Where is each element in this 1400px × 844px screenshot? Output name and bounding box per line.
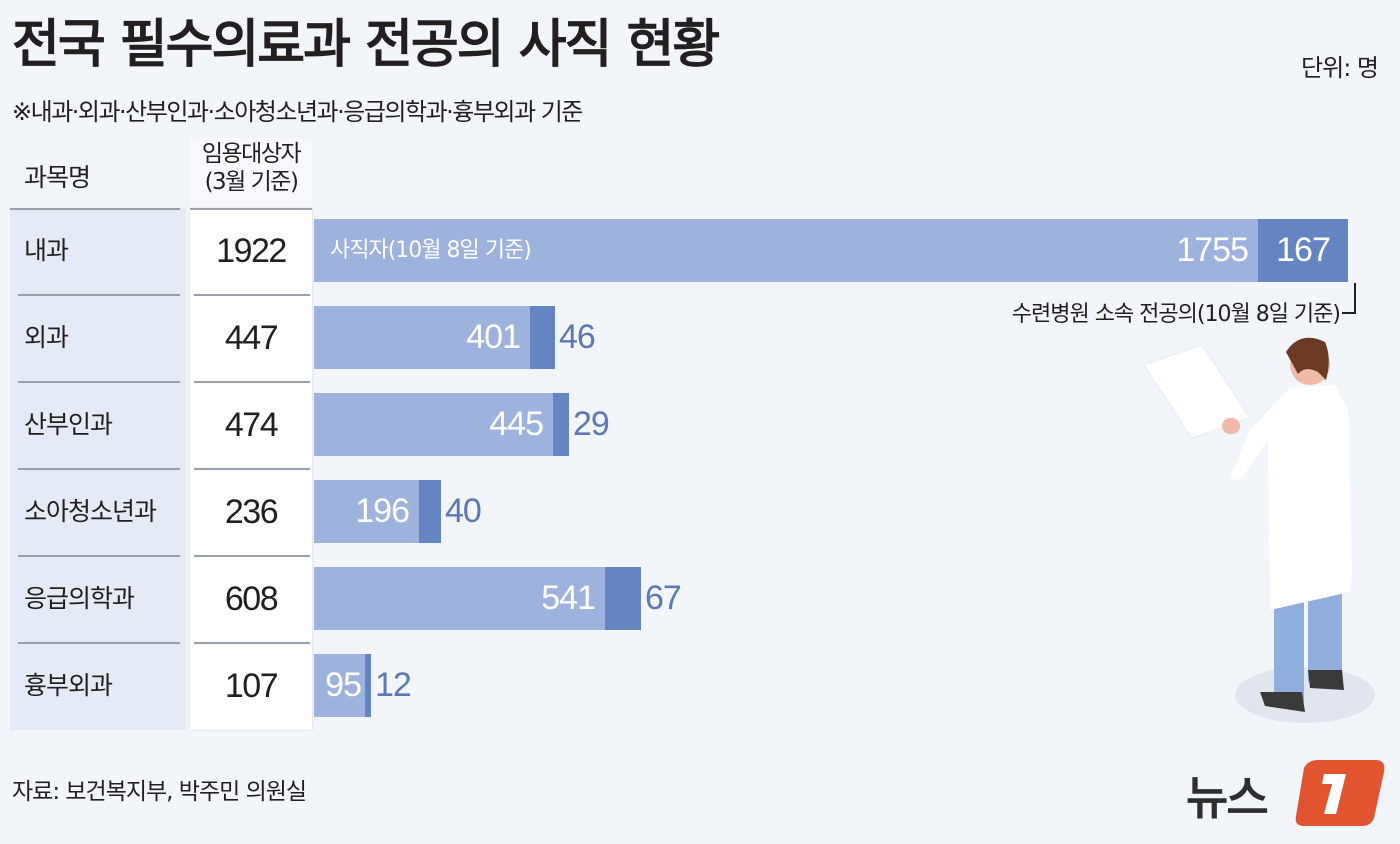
table-rule	[194, 468, 310, 470]
bar-segment-current	[605, 567, 641, 630]
stacked-bar: 196	[314, 480, 441, 543]
category-column-header: 과목명	[24, 163, 91, 192]
total-value: 608	[224, 580, 279, 618]
current-value: 67	[645, 579, 682, 617]
callout-connector-horizontal	[1342, 312, 1356, 314]
table-rule	[194, 555, 310, 557]
total-column-header-line2: (3월 기준)	[204, 169, 299, 195]
total-value: 474	[224, 406, 279, 444]
bar-segment-current	[365, 654, 371, 717]
table-rule	[194, 294, 310, 296]
stacked-bar: 95	[314, 654, 371, 717]
resigned-value: 1755	[1176, 231, 1249, 269]
resigned-value: 401	[466, 318, 521, 356]
table-rule	[18, 555, 180, 557]
table-rule	[194, 642, 310, 644]
resigned-value: 196	[355, 492, 410, 530]
stacked-bar: 445	[314, 393, 569, 456]
current-value: 40	[445, 492, 482, 530]
bar-segment-resigned: 401	[314, 306, 530, 369]
chart-subtitle: ※내과·외과·산부인과·소아청소년과·응급의학과·흉부외과 기준	[12, 98, 583, 126]
current-residents-callout: 수련병원 소속 전공의(10월 8일 기준)	[1011, 302, 1341, 327]
category-label: 응급의학과	[24, 584, 135, 613]
category-label: 흉부외과	[24, 671, 113, 700]
total-value: 447	[224, 319, 279, 357]
resigned-value: 541	[541, 579, 596, 617]
table-rule	[18, 468, 180, 470]
total-value: 236	[224, 493, 279, 531]
table-rule	[18, 381, 180, 383]
table-rule	[190, 208, 312, 210]
current-value: 167	[1276, 231, 1331, 269]
resigned-value: 95	[325, 666, 362, 704]
current-value: 12	[375, 666, 412, 704]
bar-segment-current	[553, 393, 569, 456]
category-label: 산부인과	[24, 410, 113, 439]
bar-segment-current	[419, 480, 441, 543]
bar-segment-resigned: 445	[314, 393, 553, 456]
total-column-header-line1: 임용대상자	[201, 141, 302, 167]
table-rule	[18, 642, 180, 644]
total-column-header-background	[190, 138, 312, 208]
category-label: 소아청소년과	[24, 497, 157, 526]
category-label: 내과	[24, 236, 69, 265]
table-rule	[10, 208, 180, 210]
total-column-header: 임용대상자 (3월 기준)	[190, 140, 312, 196]
callout-connector-vertical	[1354, 283, 1356, 313]
stacked-bar: 1755 사직자(10월 8일 기준) 167	[314, 219, 1348, 282]
stacked-bar: 541	[314, 567, 641, 630]
svg-text:뉴스: 뉴스	[1186, 771, 1267, 825]
resigned-legend-label: 사직자(10월 8일 기준)	[330, 238, 532, 263]
resigned-value: 445	[489, 405, 544, 443]
bar-segment-current: 167	[1258, 219, 1348, 282]
stacked-bar: 401	[314, 306, 555, 369]
news1-logo: 뉴스	[1186, 760, 1385, 826]
doctor-illustration	[1143, 337, 1375, 723]
bar-segment-resigned: 196	[314, 480, 419, 543]
unit-label: 단위: 명	[1301, 54, 1379, 82]
table-rule	[194, 381, 310, 383]
total-value: 107	[224, 667, 279, 705]
current-value: 46	[559, 318, 596, 356]
bar-segment-resigned: 95	[314, 654, 365, 717]
bar-segment-current	[530, 306, 555, 369]
current-value: 29	[573, 405, 610, 443]
total-value: 1922	[216, 232, 287, 270]
source-note: 자료: 보건복지부, 박주민 의원실	[12, 779, 307, 805]
bar-segment-resigned: 1755 사직자(10월 8일 기준)	[314, 219, 1258, 282]
bar-segment-resigned: 541	[314, 567, 605, 630]
chart-title: 전국 필수의료과 전공의 사직 현황	[12, 15, 720, 75]
table-rule	[18, 294, 180, 296]
category-label: 외과	[24, 323, 69, 352]
